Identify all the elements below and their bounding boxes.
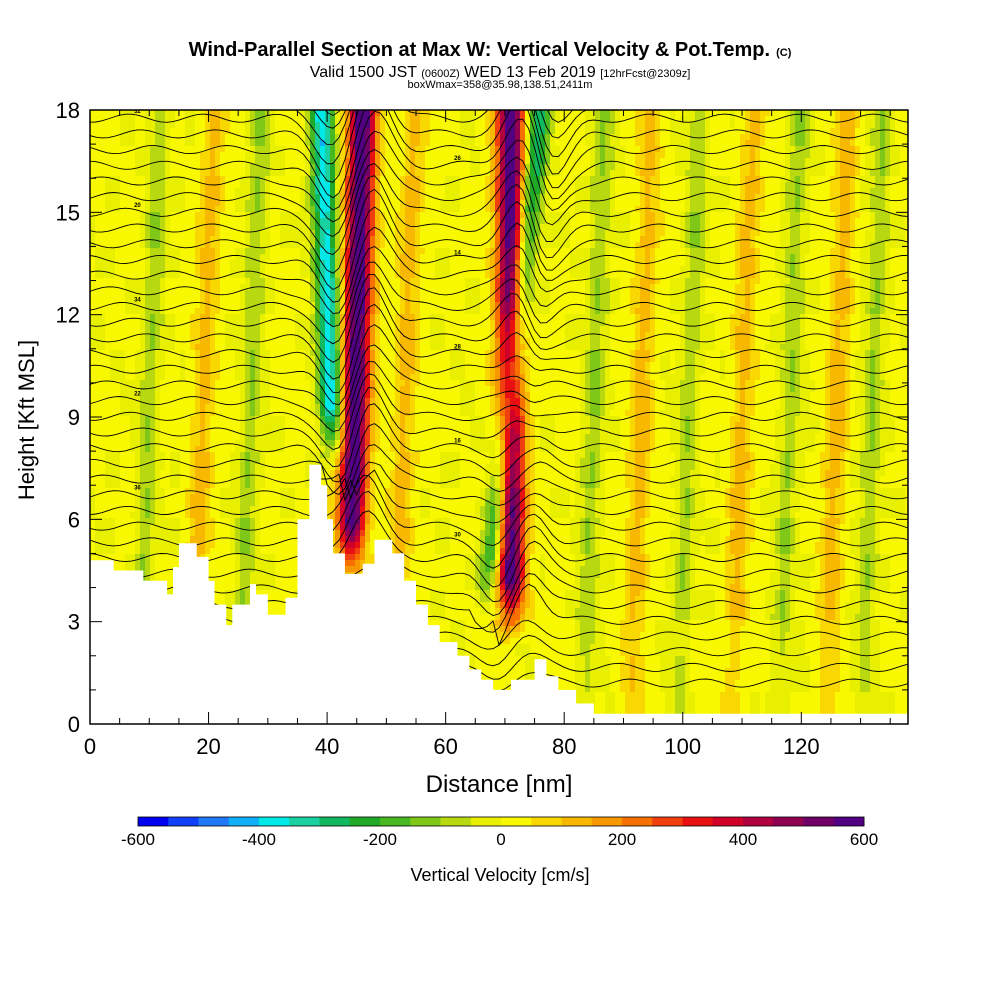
isentrope [90, 175, 908, 274]
colorbar-swatch [289, 817, 320, 826]
isentrope [90, 461, 908, 506]
colorbar-swatch [652, 817, 683, 826]
isentrope [90, 110, 908, 199]
contour-label: 20 [134, 203, 141, 209]
colorbar-swatch [773, 817, 804, 826]
colorbar-tick-label: 200 [608, 830, 636, 849]
contour-label: 30 [454, 533, 461, 539]
isentrope [90, 226, 908, 314]
colorbar-swatch [803, 817, 835, 826]
colorbar-swatch [440, 817, 472, 826]
colorbar-label: Vertical Velocity [cm/s] [410, 865, 589, 885]
colorbar-tick-label: -400 [242, 830, 276, 849]
contour-label: 36 [134, 486, 141, 492]
y-tick-label: 3 [68, 610, 80, 635]
x-tick-label: 60 [433, 734, 457, 759]
colorbar-swatch [470, 817, 502, 826]
y-tick-label: 6 [68, 507, 80, 532]
x-tick-label: 120 [783, 734, 820, 759]
isentrope [90, 110, 908, 211]
colorbar-tick-label: 400 [729, 830, 757, 849]
isentrope [90, 510, 908, 588]
colorbar-swatch [228, 817, 260, 826]
y-axis-label: Height [Kft MSL] [14, 340, 39, 500]
isentrope [90, 130, 908, 223]
chart-subtitle: Valid 1500 JST (0600Z) WED 13 Feb 2019 [… [310, 64, 691, 81]
x-tick-label: 80 [552, 734, 576, 759]
chart-title: Wind-Parallel Section at Max W: Vertical… [189, 39, 792, 61]
isentrope [90, 469, 908, 524]
colorbar-swatch [561, 817, 593, 826]
isentrope [90, 444, 908, 502]
colorbar-frame [137, 816, 865, 827]
contour-label: 34 [134, 297, 141, 303]
isentrope [90, 558, 908, 616]
y-tick-label: 0 [68, 712, 80, 737]
colorbar-swatch [682, 817, 714, 826]
colorbar-swatch [349, 817, 381, 826]
isentrope [90, 110, 908, 165]
contour-label: 28 [454, 344, 461, 350]
colorbar-swatch [380, 817, 411, 826]
isentrope [90, 206, 908, 303]
colorbar-tick-label: 0 [496, 830, 505, 849]
chart-subtitle-location: boxWmax=358@35.98,138.51,2411m [408, 79, 593, 91]
isentrope [90, 148, 908, 237]
colorbar-swatch [833, 817, 865, 826]
isentrope [90, 373, 908, 450]
isentrope [90, 287, 908, 380]
isentrope [90, 344, 908, 417]
terrain [90, 464, 908, 724]
x-tick-label: 100 [664, 734, 701, 759]
colorbar-tick-label: -600 [121, 830, 155, 849]
isentrope [90, 324, 908, 406]
colorbar-tick-label: 600 [850, 830, 878, 849]
isentrope [90, 423, 908, 496]
y-tick-label: 9 [68, 405, 80, 430]
isentrope [90, 540, 908, 603]
isentrope [90, 403, 908, 483]
y-tick-label: 12 [56, 303, 80, 328]
contour-label: 22 [134, 392, 141, 398]
x-tick-label: 20 [196, 734, 220, 759]
colorbar-swatch [319, 817, 351, 826]
contour-label: 32 [134, 109, 141, 115]
colorbar-swatch [410, 817, 441, 826]
isentrope [90, 188, 908, 291]
contour-label: 16 [454, 439, 461, 445]
x-axis-label: Distance [nm] [426, 771, 573, 798]
contour-label: 26 [454, 156, 461, 162]
colorbar-swatch [712, 817, 744, 826]
colorbar: -600 -400 -200 0 200 400 600 [121, 816, 878, 849]
isentrope [90, 360, 908, 432]
isentrope [90, 261, 908, 345]
isentrope [90, 303, 908, 394]
colorbar-swatch [198, 817, 230, 826]
y-tick-label: 18 [56, 98, 80, 123]
x-tick-label: 40 [315, 734, 339, 759]
colorbar-swatch [591, 817, 623, 826]
colorbar-swatch [259, 817, 290, 826]
x-tick-label: 0 [84, 734, 96, 759]
isentrope [90, 474, 908, 547]
colorbar-swatch [622, 817, 653, 826]
y-tick-label: 15 [56, 200, 80, 225]
isentrope [90, 245, 908, 328]
colorbar-swatch [501, 817, 532, 826]
isentrope [90, 274, 908, 363]
colorbar-swatch [743, 817, 774, 826]
colorbar-swatch [168, 817, 199, 826]
isentrope [90, 163, 908, 256]
colorbar-swatch [531, 817, 562, 826]
contour-label: 14 [454, 250, 461, 256]
isentrope [90, 490, 908, 569]
isentrope [90, 110, 908, 183]
isentrope [90, 387, 908, 468]
colorbar-swatch [138, 817, 169, 826]
colorbar-tick-label: -200 [363, 830, 397, 849]
